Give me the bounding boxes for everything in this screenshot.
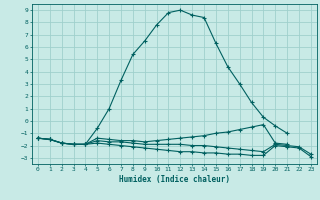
X-axis label: Humidex (Indice chaleur): Humidex (Indice chaleur) <box>119 175 230 184</box>
